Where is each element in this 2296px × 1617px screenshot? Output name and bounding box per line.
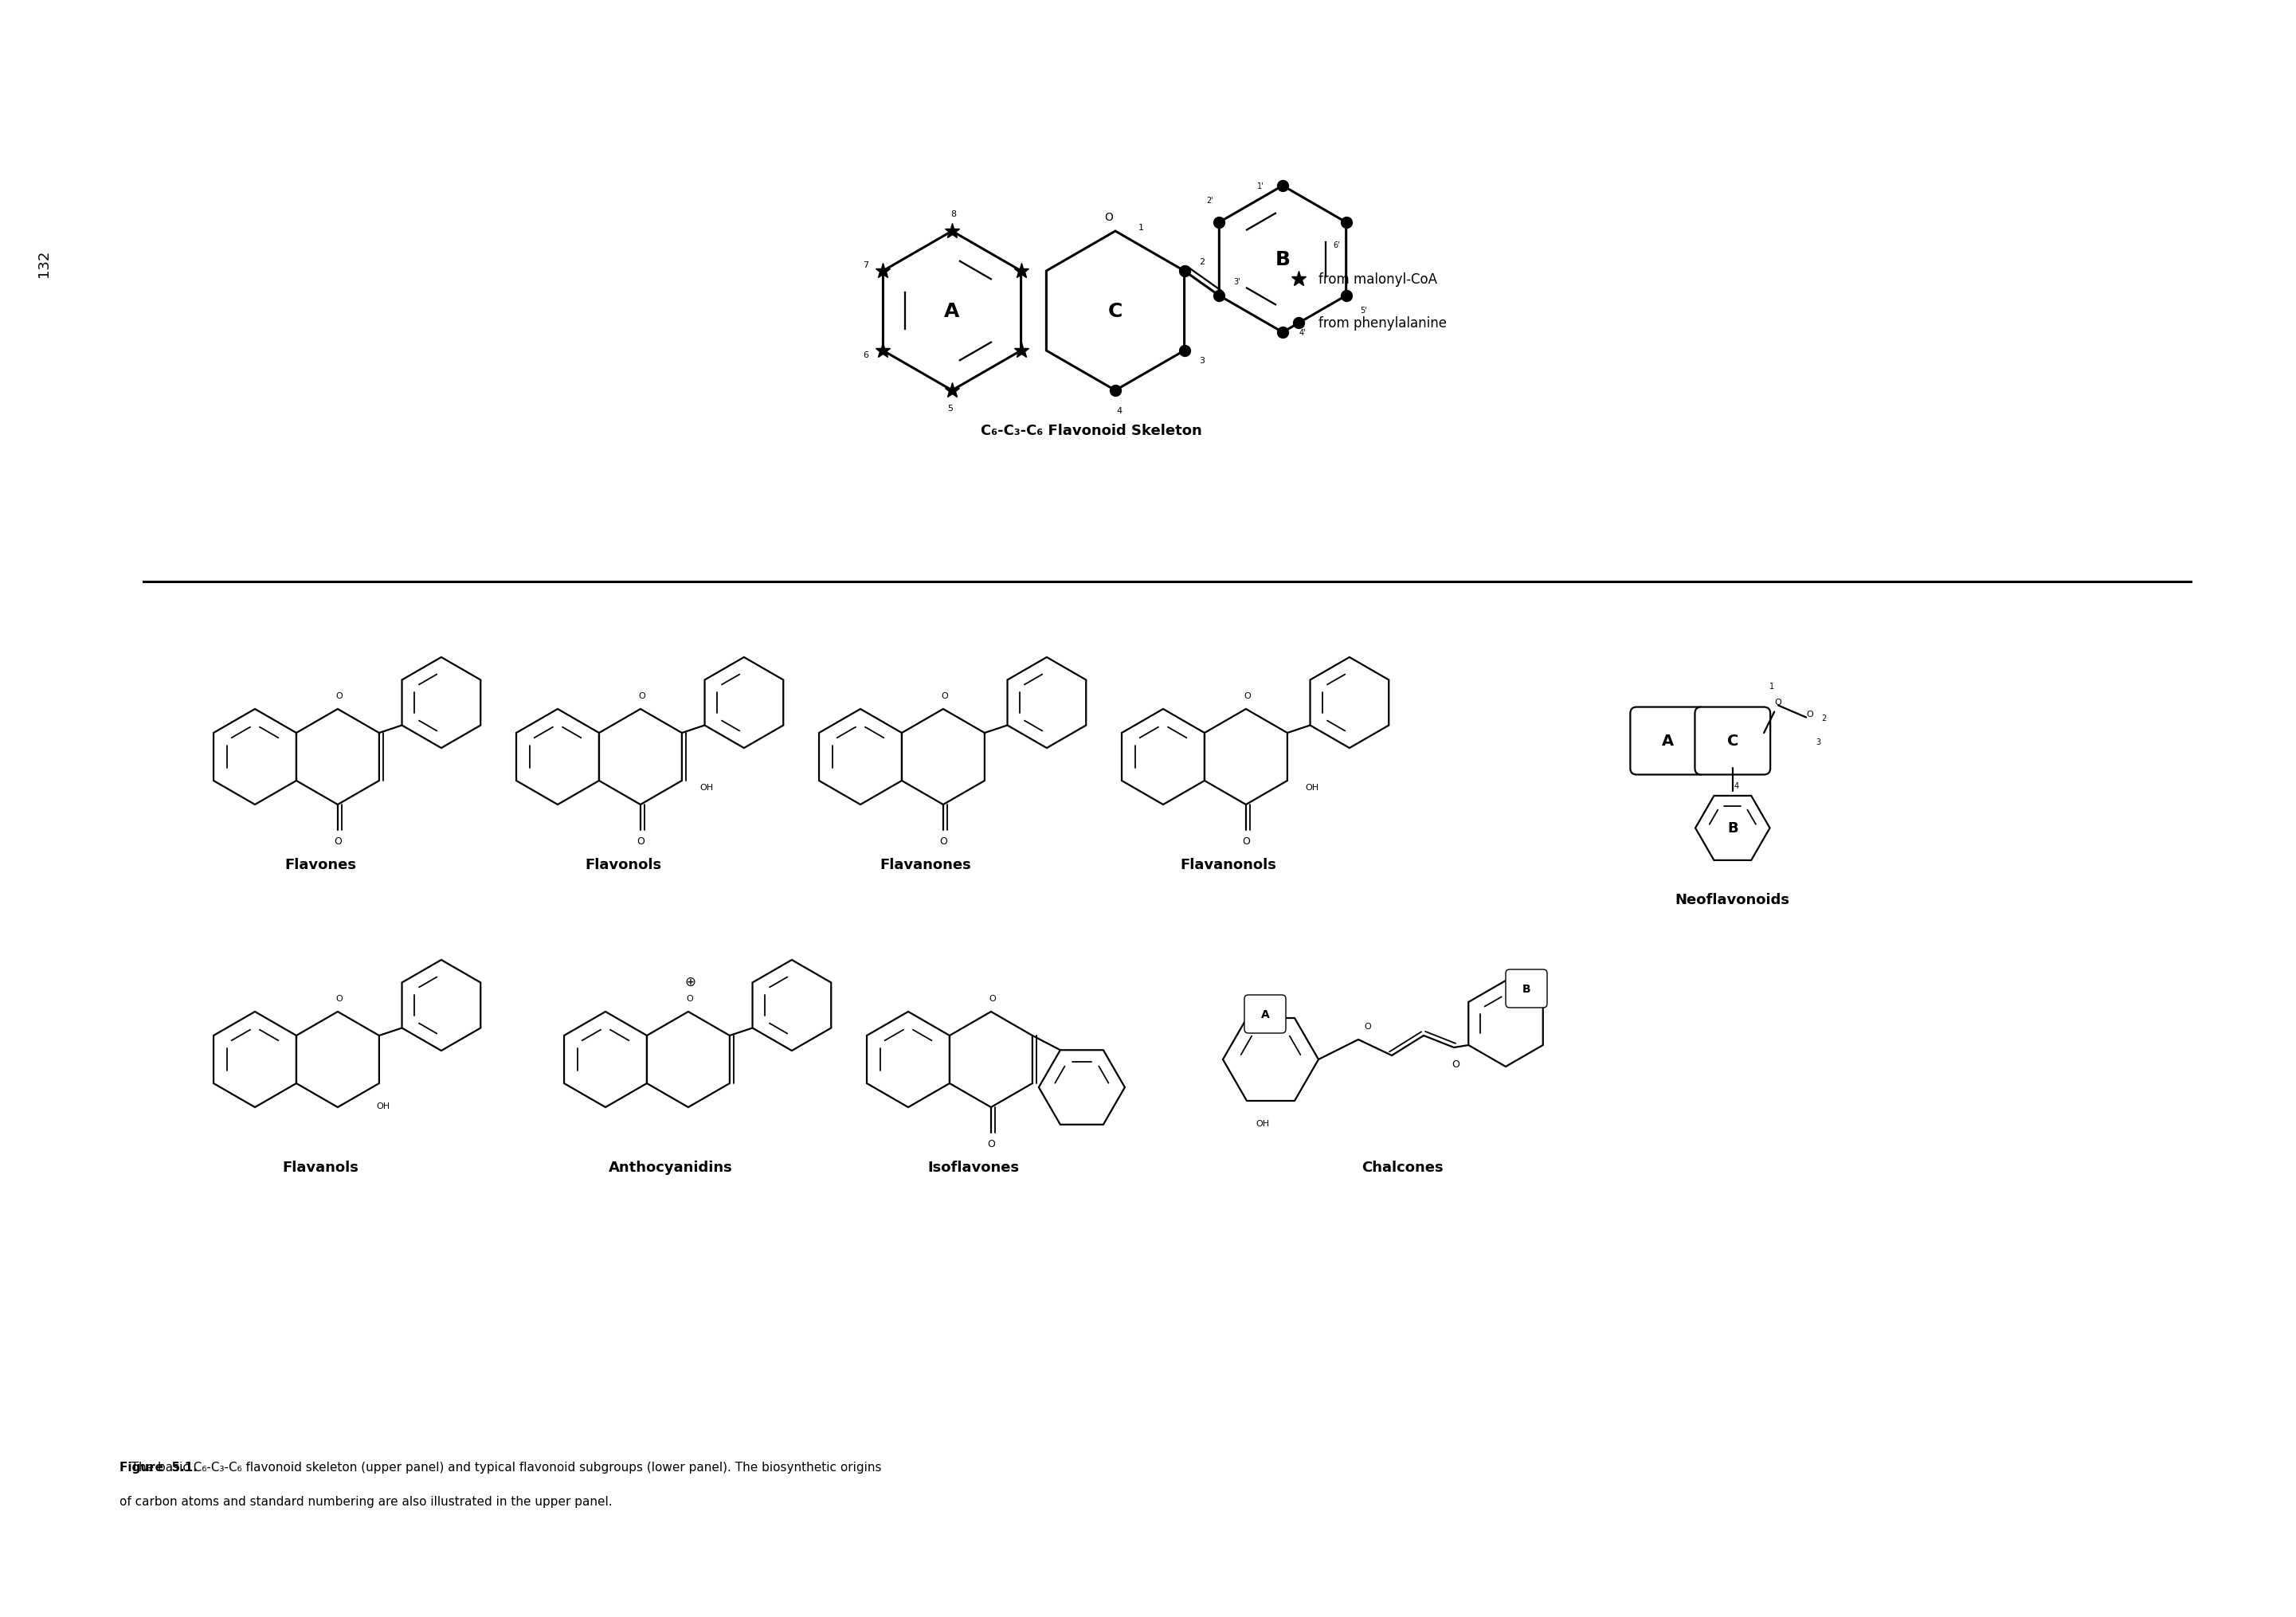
Text: 2: 2 — [1199, 259, 1205, 265]
Text: Flavanols: Flavanols — [282, 1159, 358, 1174]
Text: O: O — [1104, 212, 1114, 223]
Text: 6: 6 — [863, 351, 868, 359]
Text: O: O — [941, 692, 948, 700]
Text: A: A — [1662, 734, 1674, 749]
Text: O: O — [1242, 836, 1249, 847]
FancyBboxPatch shape — [1630, 707, 1706, 775]
Text: O: O — [990, 994, 996, 1003]
Text: Flavanonols: Flavanonols — [1180, 857, 1277, 872]
Text: Flavones: Flavones — [285, 857, 356, 872]
Text: 3': 3' — [1233, 278, 1240, 286]
Text: 4: 4 — [1733, 783, 1738, 791]
Text: from malonyl-CoA: from malonyl-CoA — [1318, 272, 1437, 286]
Text: O: O — [987, 1138, 994, 1150]
Text: O: O — [1775, 699, 1782, 707]
Text: 6': 6' — [1334, 241, 1341, 249]
Text: OH: OH — [377, 1101, 390, 1109]
Text: O: O — [1244, 692, 1251, 700]
FancyBboxPatch shape — [1244, 994, 1286, 1033]
Text: OH: OH — [700, 783, 714, 791]
Text: B: B — [1522, 983, 1531, 994]
Text: C: C — [1727, 734, 1738, 749]
Text: 4': 4' — [1300, 328, 1306, 336]
Text: C₆-C₃-C₆ Flavonoid Skeleton: C₆-C₃-C₆ Flavonoid Skeleton — [980, 424, 1203, 438]
Text: 5: 5 — [948, 404, 953, 412]
Text: 1': 1' — [1256, 183, 1263, 191]
Text: O: O — [335, 994, 342, 1003]
Text: Isoflavones: Isoflavones — [928, 1159, 1019, 1174]
Text: ⊕: ⊕ — [684, 975, 696, 990]
Text: O: O — [636, 836, 645, 847]
Text: O: O — [335, 692, 342, 700]
Text: 3: 3 — [1199, 357, 1205, 365]
FancyBboxPatch shape — [1694, 707, 1770, 775]
Text: 8: 8 — [951, 210, 957, 218]
Text: 132: 132 — [37, 251, 51, 277]
Text: A: A — [944, 302, 960, 320]
Text: 7: 7 — [863, 260, 868, 268]
Text: O: O — [638, 692, 645, 700]
Text: of carbon atoms and standard numbering are also illustrated in the upper panel.: of carbon atoms and standard numbering a… — [119, 1496, 613, 1507]
Text: A: A — [1261, 1009, 1270, 1020]
Text: Flavonols: Flavonols — [585, 857, 661, 872]
Text: 1: 1 — [1139, 223, 1143, 231]
Text: Chalcones: Chalcones — [1362, 1159, 1442, 1174]
Text: The basic C₆-C₃-C₆ flavonoid skeleton (upper panel) and typical flavonoid subgro: The basic C₆-C₃-C₆ flavonoid skeleton (u… — [119, 1462, 882, 1473]
FancyBboxPatch shape — [1506, 970, 1548, 1007]
Text: 4: 4 — [1116, 407, 1123, 416]
Text: O: O — [1451, 1059, 1460, 1069]
Text: O: O — [939, 836, 948, 847]
Text: 3: 3 — [1816, 737, 1821, 745]
Text: O: O — [1364, 1022, 1371, 1030]
Text: Anthocyanidins: Anthocyanidins — [608, 1159, 732, 1174]
Text: 1: 1 — [1770, 682, 1775, 690]
Text: from phenylalanine: from phenylalanine — [1318, 315, 1446, 330]
Text: Figure  5.1.: Figure 5.1. — [119, 1462, 197, 1473]
Text: B: B — [1727, 821, 1738, 836]
Text: OH: OH — [1256, 1119, 1270, 1127]
Text: OH: OH — [1304, 783, 1318, 791]
Text: 5': 5' — [1359, 307, 1366, 314]
Text: O: O — [333, 836, 342, 847]
Text: Flavanones: Flavanones — [879, 857, 971, 872]
Text: C: C — [1109, 302, 1123, 320]
Text: 2': 2' — [1205, 197, 1212, 205]
Text: 2: 2 — [1821, 713, 1825, 721]
Text: B: B — [1274, 251, 1290, 268]
Text: Neoflavonoids: Neoflavonoids — [1676, 893, 1791, 907]
Text: O: O — [1807, 710, 1814, 718]
Text: O: O — [687, 994, 693, 1003]
